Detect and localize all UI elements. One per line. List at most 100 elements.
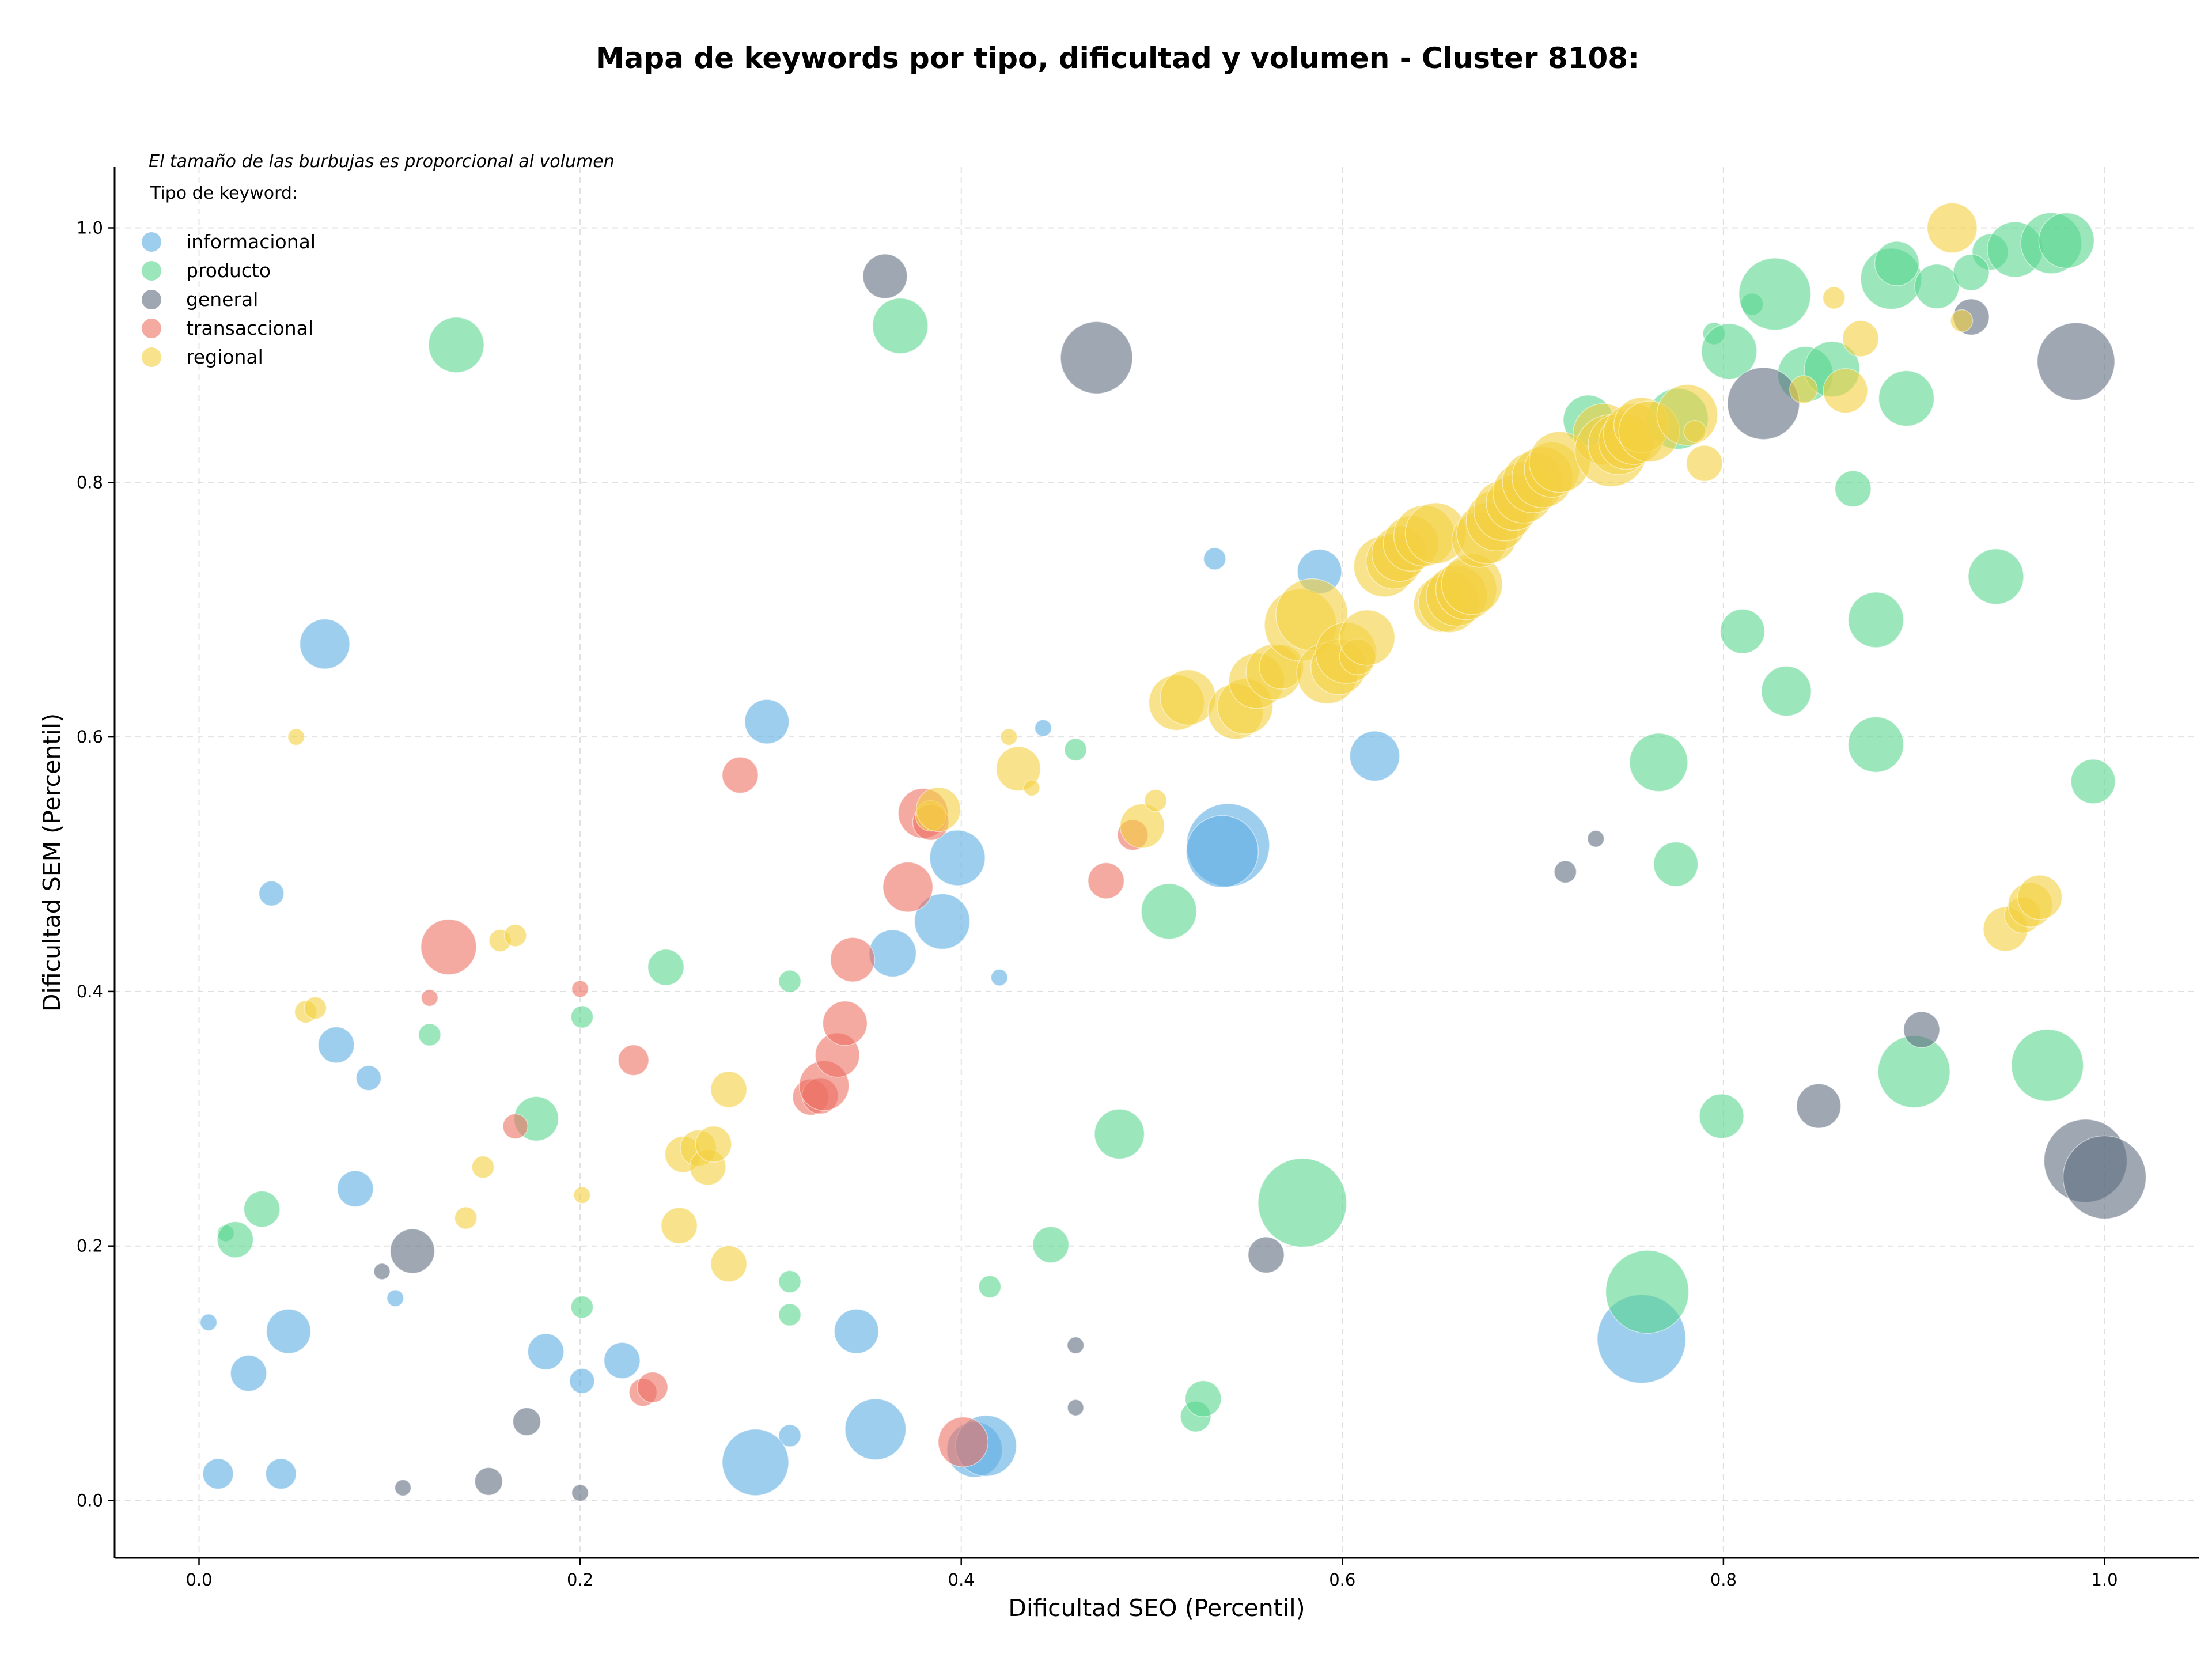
bubble-regional [1023, 779, 1040, 797]
bubble-producto [1653, 841, 1699, 887]
bubble-regional [915, 786, 961, 833]
bubble-general [1796, 1083, 1842, 1129]
bubble-informacional [265, 1458, 297, 1490]
bubble-general [1727, 367, 1800, 440]
bubble-producto [1874, 241, 1920, 286]
y-tick-label: 0.2 [77, 1236, 103, 1256]
bubble-producto [1847, 592, 1904, 648]
y-axis-label: Dificultad SEM (Percentil) [38, 713, 66, 1012]
bubble-informacional [844, 1398, 907, 1461]
legend-label-general: general [186, 288, 258, 311]
series-transaccional [421, 756, 1149, 1467]
bubble-producto [1914, 263, 1960, 309]
legend-label-informacional: informacional [186, 230, 316, 253]
bubble-regional [1685, 445, 1723, 482]
y-tick-label: 0.6 [77, 727, 103, 747]
bubble-producto [778, 970, 801, 993]
legend-marker-informacional [142, 232, 161, 252]
bubble-informacional [336, 1170, 374, 1208]
bubble-informacional [258, 880, 285, 907]
bubble-informacional [778, 1424, 801, 1447]
bubble-regional [287, 728, 305, 746]
bubble-producto [2070, 759, 2116, 804]
bubble-producto [1094, 1108, 1145, 1160]
bubble-informacional [202, 1458, 234, 1490]
bubble-producto [872, 297, 929, 354]
bubble-transaccional [822, 1000, 868, 1046]
x-tick-label: 0.2 [567, 1570, 593, 1590]
bubble-regional [304, 996, 327, 1020]
y-tick-label: 0.0 [77, 1491, 103, 1511]
bubble-producto [1257, 1158, 1347, 1248]
bubble-transaccional [722, 756, 759, 794]
bubble-informacional [1034, 719, 1052, 737]
chart-title: Mapa de keywords por tipo, dificultad y … [596, 41, 1639, 75]
bubble-regional [1683, 419, 1707, 443]
bubble-regional [1339, 610, 1396, 666]
y-tick-label: 0.8 [77, 472, 103, 492]
bubble-producto [217, 1221, 254, 1258]
bubble-general [389, 1228, 435, 1274]
bubble-regional [1822, 286, 1846, 309]
bubble-informacional [603, 1342, 641, 1379]
x-tick-label: 1.0 [2091, 1570, 2118, 1590]
bubble-transaccional [1088, 862, 1125, 899]
bubble-regional [661, 1207, 698, 1244]
bubble-general [2036, 322, 2115, 401]
bubble-producto [1952, 253, 1990, 291]
bubble-regional [454, 1206, 478, 1230]
bubble-general [1903, 1011, 1940, 1049]
bubble-informacional [834, 1308, 879, 1354]
bubble-producto [1968, 548, 2024, 605]
series-general [373, 253, 2147, 1502]
bubble-general [2062, 1135, 2147, 1220]
bubble-general [571, 1484, 589, 1502]
bubble-producto [2011, 1028, 2084, 1102]
bubble-producto [2038, 212, 2095, 269]
bubble-producto [243, 1190, 281, 1228]
bubble-producto [1184, 1380, 1222, 1417]
bubble-regional [503, 924, 527, 947]
bubble-transaccional [882, 861, 934, 913]
legend-label-producto: producto [186, 259, 271, 282]
bubble-general [1060, 321, 1133, 394]
bubble-producto [1064, 738, 1088, 762]
bubble-producto [1761, 665, 1812, 717]
bubble-producto [1738, 258, 1812, 331]
bubble-layer [199, 202, 2147, 1502]
bubble-regional [1160, 669, 1217, 726]
bubble-transaccional [421, 918, 477, 975]
bubble-regional [1926, 202, 1978, 253]
bubble-general [373, 1263, 391, 1280]
bubble-producto [978, 1275, 1002, 1299]
bubble-producto [1141, 883, 1198, 940]
bubble-regional [1144, 789, 1168, 812]
bubble-informacional [1349, 731, 1400, 782]
bubble-regional [2017, 875, 2063, 920]
bubble-general [862, 253, 908, 299]
legend-title: Tipo de keyword: [150, 183, 298, 203]
x-tick-label: 0.4 [948, 1570, 975, 1590]
bubble-size-note: El tamaño de las burbujas es proporciona… [149, 152, 615, 172]
bubble-regional [1842, 320, 1880, 357]
bubble-producto [647, 948, 684, 986]
legend-marker-transaccional [142, 319, 161, 338]
bubble-informacional [387, 1289, 404, 1307]
bubble-informacional [569, 1368, 595, 1394]
bubble-informacional [1203, 547, 1226, 570]
bubble-informacional [1185, 815, 1259, 888]
bubble-informacional [527, 1333, 565, 1370]
legend-marker-general [142, 290, 161, 309]
bubble-producto [1701, 323, 1758, 380]
bubble-producto [570, 1005, 594, 1029]
bubble-regional [695, 1126, 732, 1163]
bubble-general [1067, 1399, 1084, 1416]
bubble-informacional [299, 618, 350, 669]
bubble-producto [1847, 716, 1904, 773]
bubble-transaccional [938, 1416, 988, 1467]
series-regional [287, 202, 2063, 1282]
bubble-producto [1877, 1035, 1950, 1108]
bubble-transaccional [637, 1371, 668, 1403]
bubble-producto [778, 1270, 801, 1293]
axis-ticks: 0.0 0.2 0.4 0.6 0.8 1.0 0.0 0.2 0.4 0.6 0.8 1.0 [77, 218, 2118, 1590]
